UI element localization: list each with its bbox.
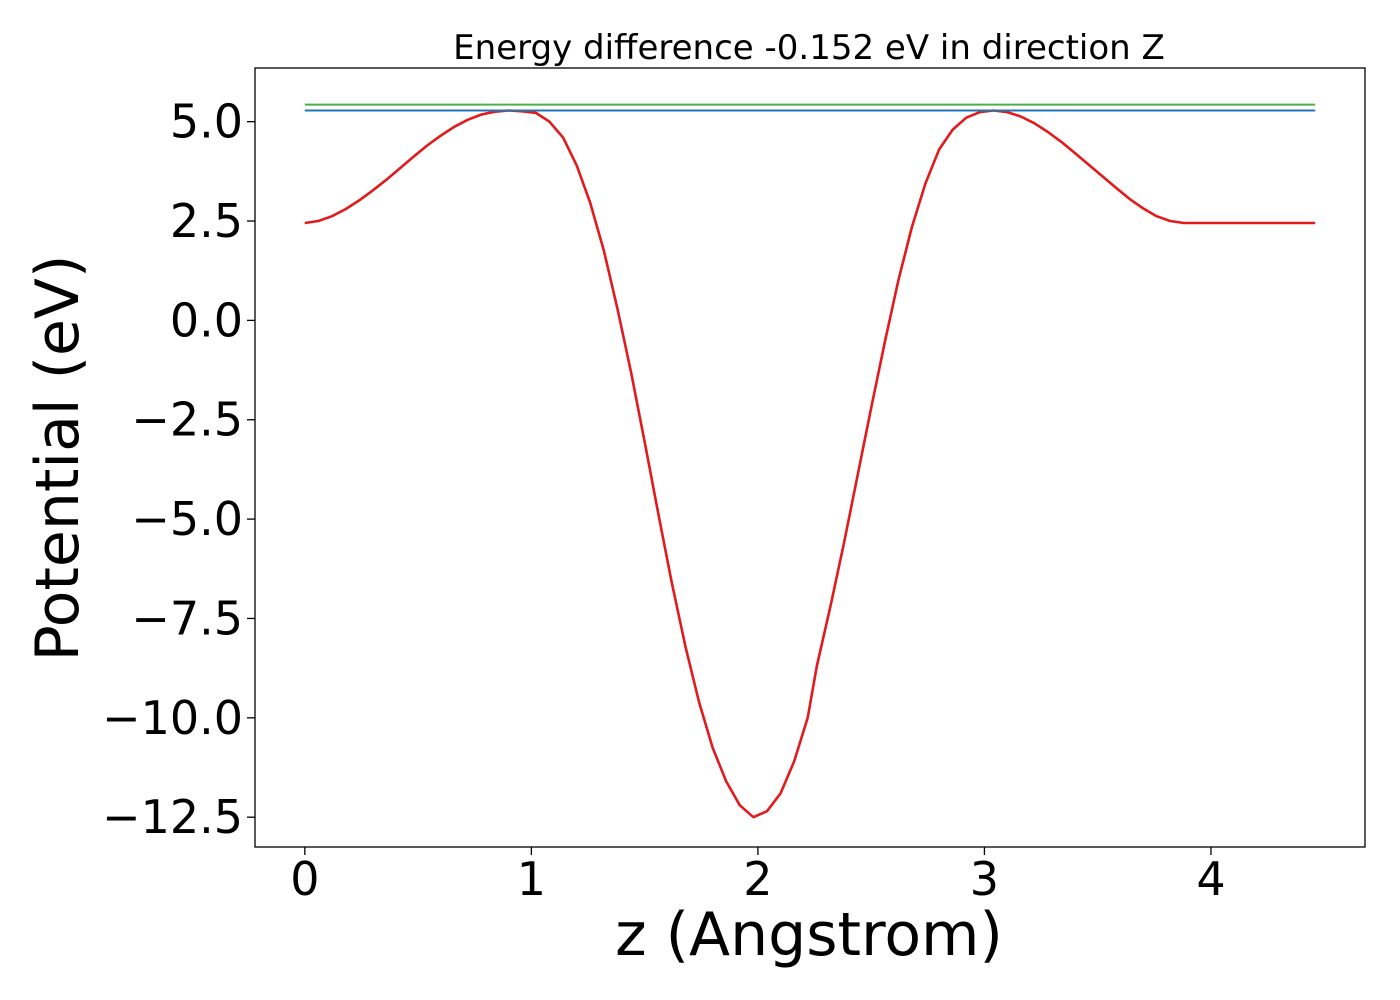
y-tick-label: −7.5 [131, 591, 243, 645]
y-axis: 5.0 2.5 0.0 −2.5 −5.0 −7.5 −10.0 −12.5 [102, 95, 255, 844]
x-axis: 0 1 2 3 4 [290, 847, 1226, 906]
y-tick-label: −12.5 [102, 790, 243, 844]
x-tick-label: 0 [290, 852, 319, 906]
x-axis-label: z (Angstrom) [615, 900, 1003, 970]
plot-frame [254, 67, 1366, 848]
y-tick-label: 5.0 [170, 95, 243, 149]
x-tick-label: 3 [970, 852, 999, 906]
x-tick-label: 2 [743, 852, 772, 906]
y-tick-label: −5.0 [131, 492, 243, 546]
x-tick-label: 4 [1196, 852, 1225, 906]
y-tick-label: −2.5 [131, 393, 243, 447]
x-tick-label: 1 [517, 852, 546, 906]
plot-area [304, 103, 1316, 819]
y-tick-label: 0.0 [170, 293, 243, 347]
chart-title: Energy difference -0.152 eV in direction… [453, 28, 1165, 68]
y-tick-label: 2.5 [170, 194, 243, 248]
y-tick-label: −10.0 [102, 691, 243, 745]
y-axis-label: Potential (eV) [23, 255, 93, 662]
series-line-0 [304, 109, 1316, 819]
